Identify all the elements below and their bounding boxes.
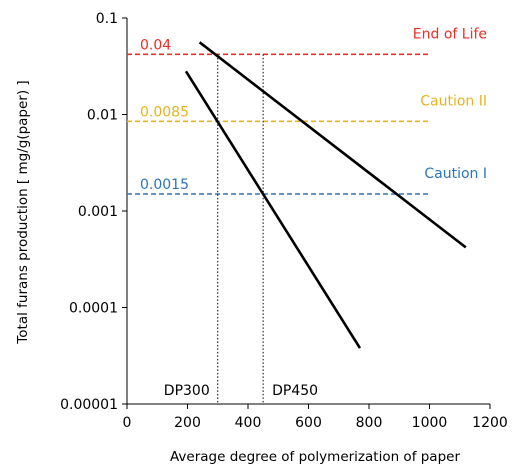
- x-tick-label: 800: [356, 415, 383, 431]
- y-tick-label: 0.001: [78, 204, 118, 220]
- dp-marker-label: DP300: [164, 383, 210, 399]
- y-axis-label: Total furans production [ mg/g(paper) ]: [15, 80, 31, 344]
- x-tick-label: 1200: [472, 415, 508, 431]
- x-axis-label: Average degree of polymerization of pape…: [170, 449, 460, 465]
- y-tick-label: 0.1: [96, 11, 118, 27]
- dp-marker-label: DP450: [272, 383, 318, 399]
- series-line: [198, 41, 467, 249]
- threshold-lines: 0.04 End of Life 0.0085 Caution II 0.0015 Cau…: [127, 26, 487, 195]
- dp-markers: DP300 DP450: [164, 54, 318, 404]
- threshold-value-label: 0.04: [140, 37, 171, 53]
- y-tick-label: 0.0001: [69, 301, 118, 317]
- x-tick-label: 1000: [412, 415, 448, 431]
- axes: 0 200 400 600 800 1000 1200 0.1 0.01 0.001 0.0001 0…: [60, 11, 508, 431]
- x-tick-label: 400: [235, 415, 262, 431]
- y-tick-label: 0.00001: [60, 397, 118, 413]
- threshold-value-label: 0.0015: [140, 177, 189, 193]
- series-line: [184, 70, 362, 349]
- threshold-value-label: 0.0085: [140, 104, 189, 120]
- threshold-name-label: Caution II: [420, 93, 487, 109]
- threshold-name-label: Caution I: [424, 166, 487, 182]
- threshold-name-label: End of Life: [413, 26, 487, 42]
- series-lines: [184, 41, 467, 349]
- x-tick-label: 200: [174, 415, 201, 431]
- x-tick-label: 600: [295, 415, 322, 431]
- x-tick-label: 0: [123, 415, 132, 431]
- y-tick-label: 0.01: [87, 108, 118, 124]
